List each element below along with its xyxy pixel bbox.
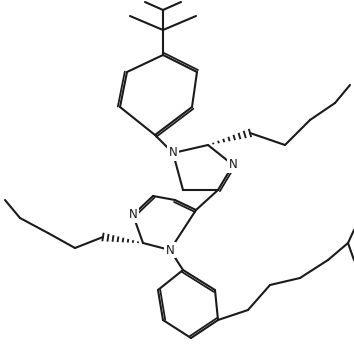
Text: N: N xyxy=(166,244,175,257)
Text: N: N xyxy=(229,159,238,171)
Text: N: N xyxy=(169,147,177,160)
Text: N: N xyxy=(129,209,137,222)
